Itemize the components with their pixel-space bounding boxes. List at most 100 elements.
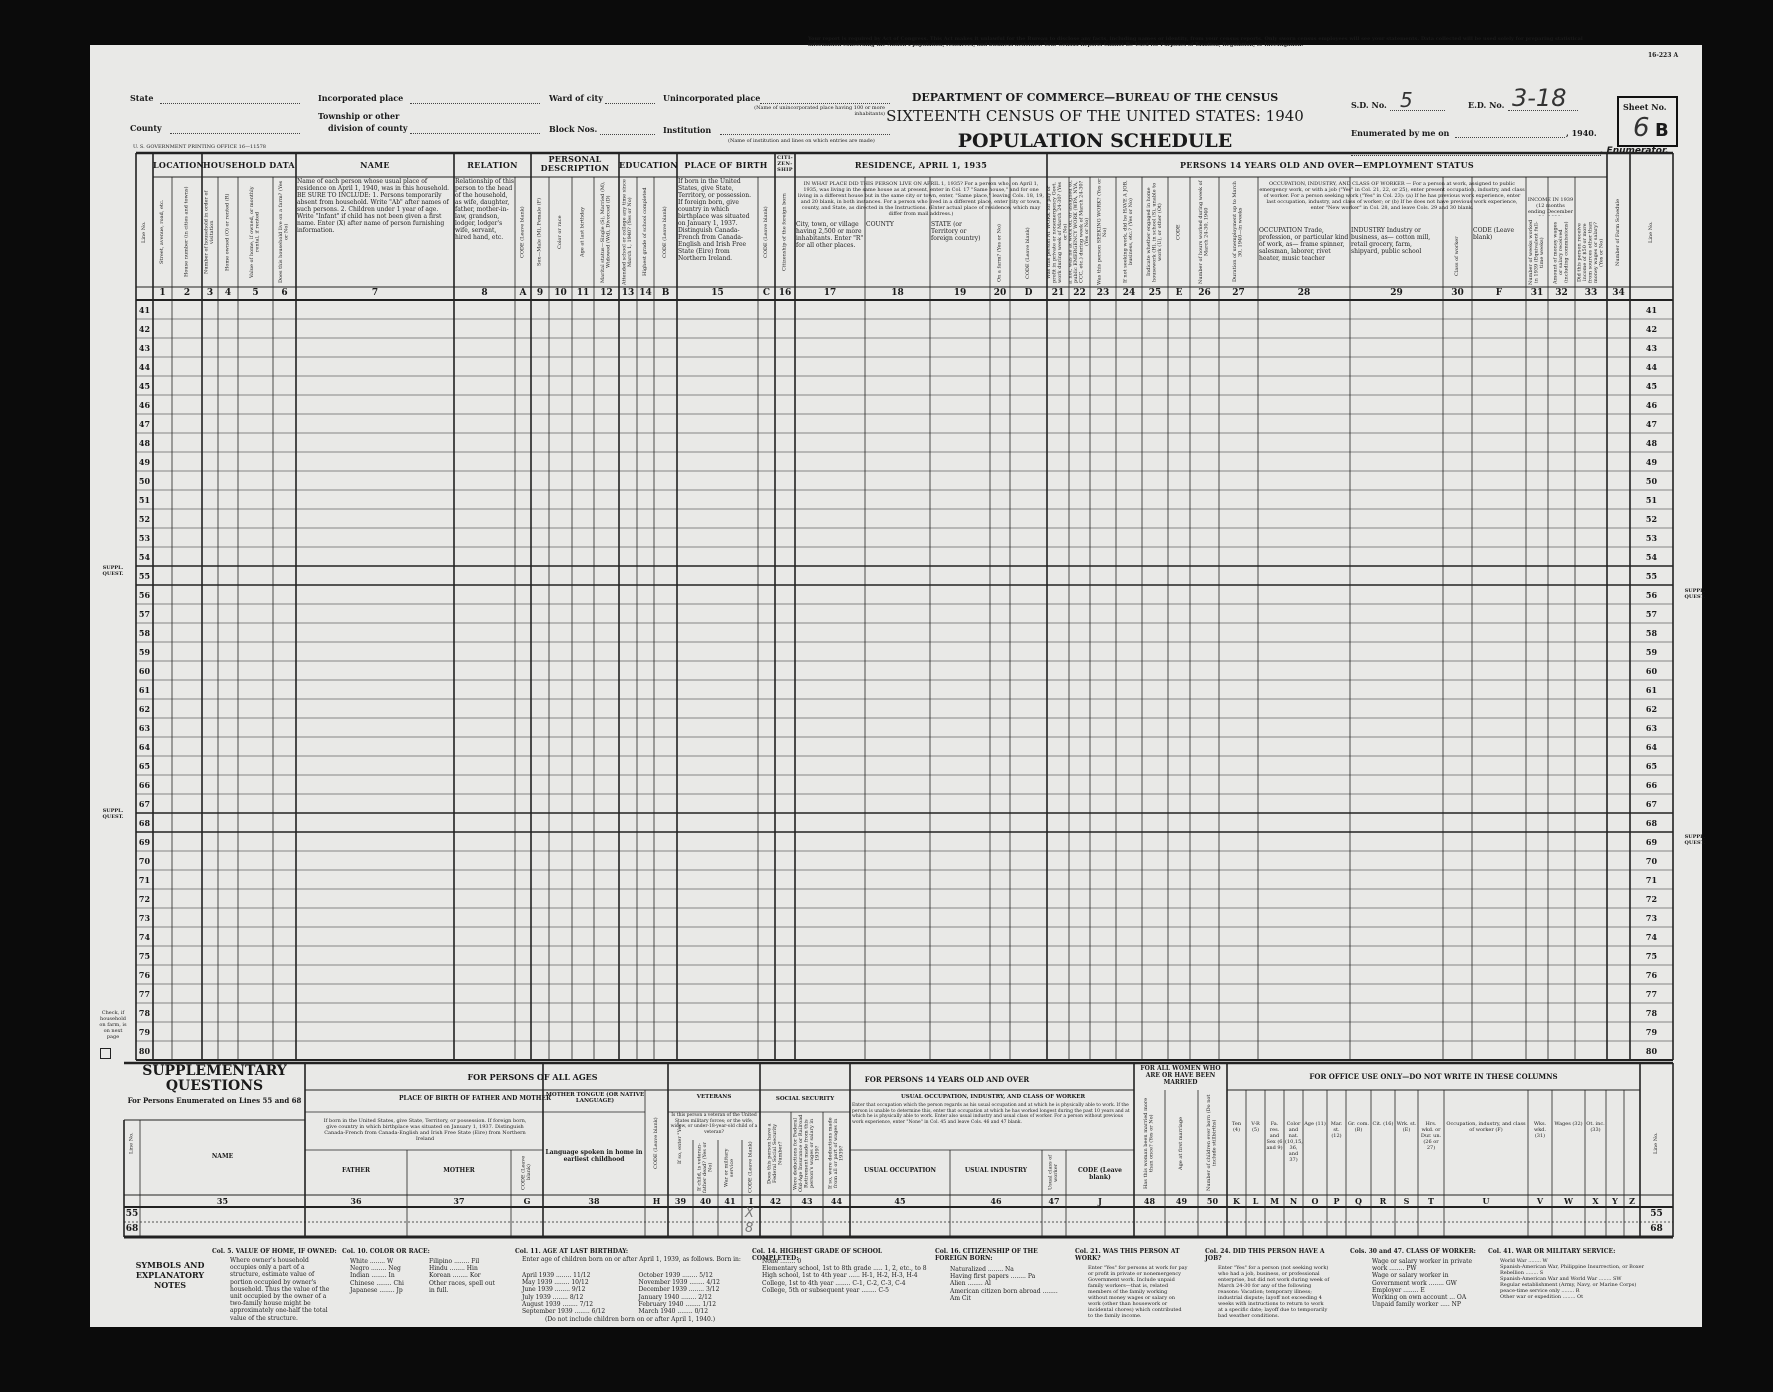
supp-column-number: 47 bbox=[1048, 1196, 1060, 1206]
handwritten-mark: 8 bbox=[745, 1221, 754, 1236]
col11-item: September 1939 ........ 6/12 bbox=[522, 1308, 606, 1316]
block-field[interactable] bbox=[600, 134, 655, 135]
township-field[interactable] bbox=[410, 133, 540, 134]
line-number-left: 51 bbox=[138, 495, 151, 505]
ward-field[interactable] bbox=[605, 103, 655, 104]
line-number-left: 68 bbox=[138, 818, 151, 828]
column-number: 30 bbox=[1451, 288, 1464, 298]
supp-column-number: 42 bbox=[769, 1196, 782, 1206]
col21-title: Col. 21. WAS THIS PERSON AT WORK? bbox=[1075, 1248, 1180, 1263]
form-number: 16-223 A bbox=[1648, 52, 1679, 59]
col10-item: Korean ........ Kor bbox=[429, 1272, 481, 1280]
line-number-left: 60 bbox=[138, 666, 151, 676]
supp-column-number: 46 bbox=[990, 1196, 1002, 1206]
group-header: HOUSEHOLD DATA bbox=[203, 160, 295, 170]
column-header: STATE (or Territory or foreign country) bbox=[931, 221, 981, 242]
block-label: Block Nos. bbox=[549, 124, 598, 134]
col41-title: Col. 41. WAR OR MILITARY SERVICE: bbox=[1488, 1248, 1616, 1255]
line-number-left: 78 bbox=[138, 1008, 151, 1018]
group-header: CITI-ZEN-SHIP bbox=[777, 155, 793, 173]
col41-item: Spanish-American War and World War .....… bbox=[1500, 1276, 1622, 1282]
line-number-right: 54 bbox=[1645, 552, 1658, 562]
line-number-left: 59 bbox=[138, 647, 151, 657]
supp-row[interactable] bbox=[140, 1222, 1640, 1237]
line-number-right: 70 bbox=[1645, 856, 1658, 866]
line-number-right: 50 bbox=[1645, 476, 1658, 486]
line-number-left: 70 bbox=[138, 856, 151, 866]
confidentiality-notice: Your report is required by Act of Congre… bbox=[808, 36, 1583, 48]
col24-title: Col. 24. DID THIS PERSON HAVE A JOB? bbox=[1205, 1248, 1325, 1263]
column-number: 25 bbox=[1148, 288, 1162, 298]
column-number: 21 bbox=[1051, 288, 1065, 298]
supp-office-header: FOR OFFICE USE ONLY—DO NOT WRITE IN THES… bbox=[1309, 1072, 1558, 1081]
line-number-left: 71 bbox=[138, 875, 151, 885]
township-label-2: division of county bbox=[328, 123, 408, 133]
supp-column-header: FATHER bbox=[342, 1166, 370, 1174]
col10-item: Hindu ........ Hin bbox=[429, 1265, 478, 1273]
column-number: 28 bbox=[1297, 288, 1311, 298]
unincorporated-place-field[interactable] bbox=[760, 103, 890, 104]
supp-column-header: Fa. res. and Sex (6 and 9) bbox=[1266, 1121, 1283, 1151]
line-number-right: 76 bbox=[1645, 970, 1658, 980]
col11-list: April 1939 ........ 11/12 May 1939 ......… bbox=[522, 1272, 747, 1315]
enumerated-date-field[interactable] bbox=[1455, 137, 1565, 138]
supp-social-security-header: SOCIAL SECURITY bbox=[775, 1096, 835, 1102]
col11-footer: (Do not include children born on or afte… bbox=[545, 1316, 716, 1323]
supp-column-number: Y bbox=[1612, 1196, 1618, 1206]
sheet-number: 6 bbox=[1633, 113, 1650, 143]
supp-row[interactable] bbox=[140, 1207, 1640, 1222]
col21-text: Enter "Yes" for persons at work for pay … bbox=[1088, 1265, 1188, 1319]
column-header: City, town, or village having 2,500 or m… bbox=[796, 221, 864, 249]
group-header: NAME bbox=[360, 160, 390, 170]
supp-line-number-left: 68 bbox=[125, 1224, 139, 1234]
farm-checkbox[interactable] bbox=[100, 1048, 111, 1059]
line-number-right: 55 bbox=[1645, 571, 1658, 581]
incorporated-place-field[interactable] bbox=[410, 103, 540, 104]
county-field[interactable] bbox=[170, 133, 300, 134]
column-header: Name of each person whose usual place of… bbox=[297, 178, 450, 234]
line-number-left: 43 bbox=[138, 343, 151, 353]
line-number-right: 66 bbox=[1645, 780, 1658, 790]
ed-field[interactable] bbox=[1508, 110, 1578, 111]
line-number-right: 62 bbox=[1645, 704, 1658, 714]
supp-column-header: NAME bbox=[211, 1152, 234, 1160]
line-number-right: 67 bbox=[1645, 799, 1658, 809]
supp-column-header: USUAL INDUSTRY bbox=[964, 1166, 1028, 1174]
supp-all-ages-header: FOR PERSONS OF ALL AGES bbox=[467, 1072, 598, 1082]
line-number-left: 67 bbox=[138, 799, 151, 809]
supp-column-header: Does this person have a Federal Social S… bbox=[766, 1123, 784, 1184]
supp-veterans-note: Is this person a veteran of the United S… bbox=[670, 1113, 758, 1135]
supp-title: SUPPLEMENTARY bbox=[142, 1063, 287, 1079]
supp-column-number: V bbox=[1536, 1196, 1544, 1206]
enumerated-year: , 1940. bbox=[1566, 128, 1597, 138]
line-number-left: 41 bbox=[138, 305, 151, 315]
supp-column-number: 45 bbox=[894, 1196, 906, 1206]
col10-item: Japanese ........ Jp bbox=[350, 1286, 403, 1294]
enumerator-field[interactable] bbox=[1351, 155, 1601, 156]
col10-item: Other races, spell out in full. bbox=[429, 1279, 495, 1294]
col10-item: Indian ........ In bbox=[350, 1272, 395, 1280]
county-label: County bbox=[130, 123, 162, 133]
line-number-right: 65 bbox=[1645, 761, 1658, 771]
supp-column-header: MOTHER bbox=[443, 1166, 475, 1174]
column-number: 16 bbox=[778, 288, 792, 298]
col16-title: Col. 16. CITIZENSHIP OF THE FOREIGN BORN… bbox=[935, 1248, 1038, 1263]
supp-column-number: L bbox=[1252, 1196, 1259, 1206]
column-header: If born in the United States, give State… bbox=[678, 178, 752, 262]
column-number: 29 bbox=[1390, 288, 1403, 298]
institution-field[interactable] bbox=[720, 134, 890, 135]
line-number-right: 59 bbox=[1645, 647, 1658, 657]
line-number-left: 54 bbox=[138, 552, 151, 562]
state-field[interactable] bbox=[160, 103, 300, 104]
supp-title-2: QUESTIONS bbox=[165, 1078, 264, 1094]
supp-column-number: G bbox=[523, 1196, 531, 1206]
line-number-left: 57 bbox=[138, 609, 151, 619]
incorporated-place-label: Incorporated place bbox=[318, 93, 404, 103]
col14-item: Elementary school, 1st to 8th grade ....… bbox=[762, 1265, 927, 1273]
supp-column-header: Line No. bbox=[1652, 1132, 1659, 1154]
column-number: 24 bbox=[1122, 288, 1136, 298]
col30-item: Wage or salary worker in private work ..… bbox=[1372, 1258, 1473, 1273]
sd-field[interactable] bbox=[1390, 110, 1445, 111]
col14-item: High school, 1st to 4th year ...... H-1,… bbox=[762, 1272, 918, 1280]
supp-column-header: If so, enter "Yes" bbox=[676, 1121, 683, 1165]
